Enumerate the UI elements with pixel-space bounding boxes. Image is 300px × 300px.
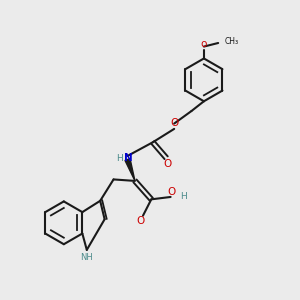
Text: H: H [180, 193, 187, 202]
Text: O: O [167, 187, 175, 197]
Text: O: O [136, 216, 145, 226]
Text: CH₃: CH₃ [225, 37, 239, 46]
Text: N: N [124, 153, 133, 163]
Text: NH: NH [80, 253, 93, 262]
Text: O: O [164, 159, 172, 169]
Polygon shape [125, 159, 135, 181]
Text: o: o [200, 39, 207, 49]
Text: O: O [171, 118, 179, 128]
Text: H: H [116, 154, 123, 163]
